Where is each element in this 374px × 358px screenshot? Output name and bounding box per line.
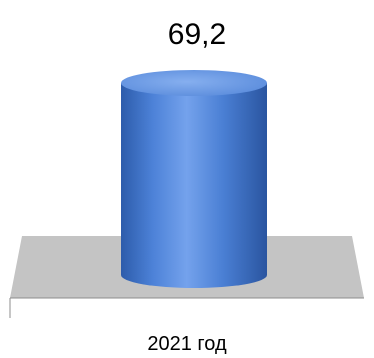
bar-series bbox=[121, 69, 267, 288]
category-label-2021: 2021 год bbox=[147, 333, 227, 355]
data-label-2021: 69,2 bbox=[168, 18, 226, 51]
bar-2021-body bbox=[121, 82, 267, 288]
bar-2021-top bbox=[121, 69, 267, 96]
